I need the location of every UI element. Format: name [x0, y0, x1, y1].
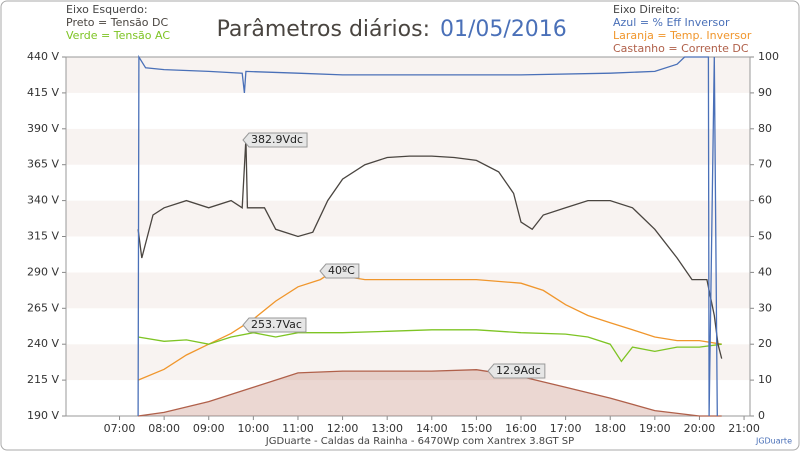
y2-tick-label: 0: [758, 409, 765, 422]
legend-title: Eixo Direito:: [613, 3, 680, 16]
y-tick-label: 215 V: [27, 373, 59, 386]
x-tick-label: 20:00: [684, 422, 716, 435]
footer: JGDuarte - Caldas da Rainha - 6470Wp com…: [265, 436, 574, 447]
y2-tick-label: 60: [758, 194, 772, 207]
annotation-box: [242, 132, 308, 148]
y-tick-label: 415 V: [27, 86, 59, 99]
legend-entry: Verde = Tensão AC: [66, 29, 170, 42]
series-line: [137, 54, 718, 417]
x-tick-label: 07:00: [104, 422, 136, 435]
band: [66, 308, 750, 345]
chart-title: Parâmetros diários:: [217, 17, 430, 42]
annotation: 382.9Vdc: [242, 132, 308, 148]
y-tick-label: 340 V: [27, 194, 59, 207]
y2-tick-label: 50: [758, 230, 772, 243]
chart-date: 01/05/2016: [440, 17, 567, 42]
legend-entry: Preto = Tensão DC: [66, 16, 168, 29]
annotation-label: 382.9Vdc: [251, 133, 303, 146]
x-tick-label: 16:00: [505, 422, 537, 435]
x-tick-label: 12:00: [327, 422, 359, 435]
band: [66, 128, 750, 165]
y-tick-label: 290 V: [27, 265, 59, 278]
plot-border: [65, 56, 751, 417]
y-tick-label: 390 V: [27, 122, 59, 135]
x-tick-label: 09:00: [193, 422, 225, 435]
x-tick-label: 10:00: [238, 422, 270, 435]
band: [66, 92, 750, 129]
y2-tick-label: 30: [758, 301, 772, 314]
y-tick-label: 190 V: [27, 409, 59, 422]
band: [66, 236, 750, 273]
y2-tick-label: 90: [758, 86, 772, 99]
legend-entry: Azul = % Eff Inversor: [613, 16, 730, 29]
y2-tick-label: 100: [758, 50, 779, 63]
annotation-label: 253.7Vac: [251, 318, 302, 331]
band: [66, 344, 750, 381]
series-line: [137, 138, 723, 359]
series-line: [137, 271, 722, 381]
band: [66, 272, 750, 309]
annotation-label: 12.9Adc: [496, 364, 541, 377]
x-tick-label: 08:00: [148, 422, 180, 435]
y2-tick-label: 20: [758, 337, 772, 350]
y2-tick-label: 80: [758, 122, 772, 135]
area: [138, 369, 722, 416]
y2-tick-label: 70: [758, 158, 772, 171]
annotation-label: 40ºC: [328, 264, 355, 277]
annotation-box: [319, 263, 360, 279]
series-line: [138, 369, 722, 417]
legend-entry: Castanho = Corrente DC: [613, 42, 749, 55]
y2-tick-label: 40: [758, 265, 772, 278]
x-tick-label: 13:00: [371, 422, 403, 435]
x-tick-label: 21:00: [728, 422, 760, 435]
annotation-box: [487, 363, 546, 379]
band: [66, 164, 750, 201]
series-line: [137, 329, 722, 363]
x-tick-label: 17:00: [550, 422, 582, 435]
y2-tick-label: 10: [758, 373, 772, 386]
annotation-box: [242, 317, 307, 333]
annotation: 40ºC: [319, 263, 360, 279]
x-tick-label: 15:00: [461, 422, 493, 435]
x-tick-label: 19:00: [639, 422, 671, 435]
y-tick-label: 240 V: [27, 337, 59, 350]
y-tick-label: 440 V: [27, 50, 59, 63]
annotation: 12.9Adc: [487, 363, 546, 379]
x-tick-label: 14:00: [416, 422, 448, 435]
legend-title: Eixo Esquerdo:: [66, 3, 148, 16]
x-tick-label: 11:00: [282, 422, 314, 435]
y-tick-label: 265 V: [27, 301, 59, 314]
legend-entry: Laranja = Temp. Inversor: [613, 29, 752, 42]
band: [66, 380, 750, 416]
y-tick-label: 315 V: [27, 230, 59, 243]
annotation: 253.7Vac: [242, 317, 307, 333]
x-tick-label: 18:00: [594, 422, 626, 435]
y-tick-label: 365 V: [27, 158, 59, 171]
credit: JGDuarte: [755, 437, 792, 446]
band: [66, 200, 750, 237]
